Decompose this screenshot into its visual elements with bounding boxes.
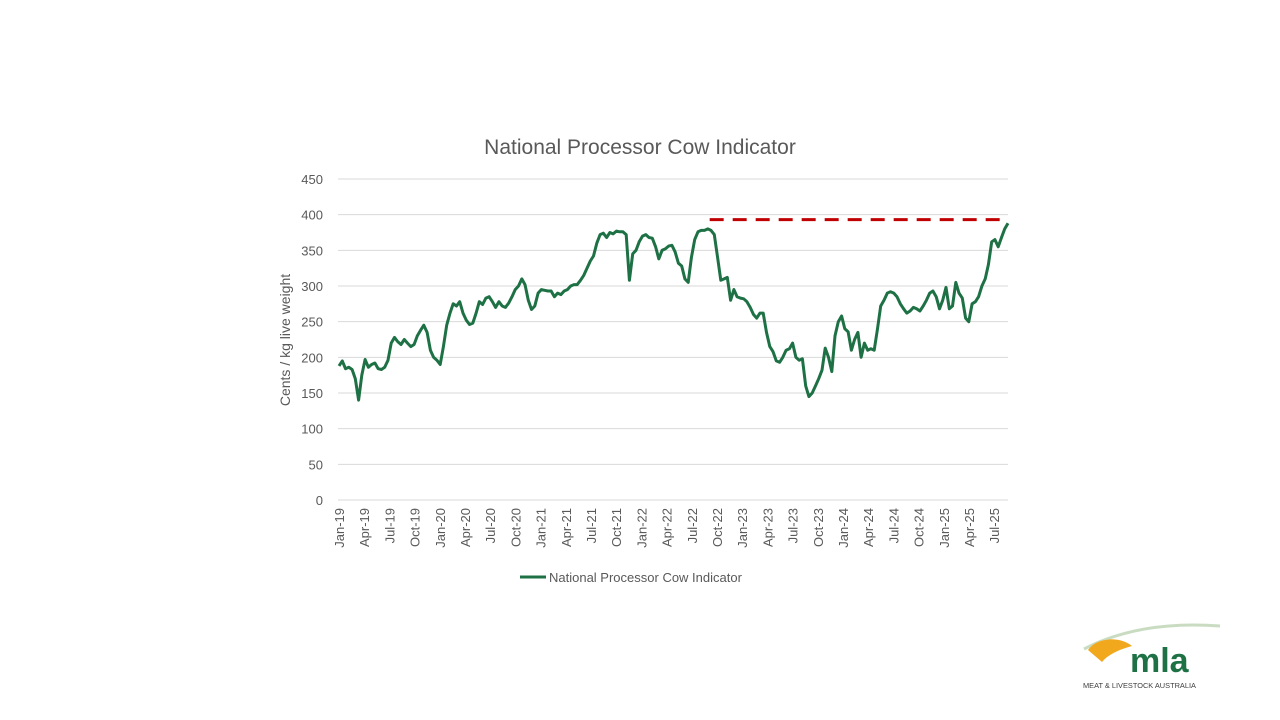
series-line-national-processor-cow-indicator	[337, 222, 1010, 402]
x-tick-label: Jul-21	[584, 508, 599, 543]
y-tick-label: 0	[316, 493, 323, 508]
x-tick-label: Apr-23	[760, 508, 775, 547]
series-points	[338, 223, 1009, 401]
x-tick-label: Jan-20	[433, 508, 448, 548]
x-tick-label: Apr-21	[559, 508, 574, 547]
x-tick-label: Oct-23	[811, 508, 826, 547]
x-tick-label: Oct-24	[912, 508, 927, 547]
logo-tagline: MEAT & LIVESTOCK AUSTRALIA	[1083, 681, 1196, 690]
x-tick-label: Apr-24	[861, 508, 876, 547]
x-tick-label: Apr-19	[357, 508, 372, 547]
x-tick-label: Jul-23	[786, 508, 801, 543]
x-tick-label: Jul-24	[886, 508, 901, 543]
y-axis-label: Cents / kg live weight	[277, 274, 293, 406]
legend: National Processor Cow Indicator	[520, 570, 743, 585]
x-tick-label: Jul-25	[987, 508, 1002, 543]
y-tick-label: 250	[301, 315, 323, 330]
x-tick-label: Oct-19	[408, 508, 423, 547]
mla-logo: mla MEAT & LIVESTOCK AUSTRALIA	[1083, 623, 1221, 690]
x-tick-label: Jan-22	[634, 508, 649, 548]
legend-label: National Processor Cow Indicator	[549, 570, 743, 585]
y-tick-label: 300	[301, 279, 323, 294]
y-tick-label: 450	[301, 172, 323, 187]
x-tick-label: Apr-25	[962, 508, 977, 547]
logo-sun-icon	[1088, 639, 1132, 662]
logo-wordmark: mla	[1130, 642, 1190, 680]
x-tick-label: Oct-22	[710, 508, 725, 547]
gridlines	[338, 178, 1008, 501]
chart-title: National Processor Cow Indicator	[484, 136, 796, 159]
x-tick-label: Jul-22	[685, 508, 700, 543]
x-tick-label: Jul-20	[483, 508, 498, 543]
y-tick-label: 400	[301, 208, 323, 223]
y-tick-label: 200	[301, 350, 323, 365]
x-tick-label: Jan-21	[534, 508, 549, 548]
y-tick-label: 100	[301, 422, 323, 437]
x-axis-ticks: Jan-19 Apr-19 Jul-19 Oct-19 Jan-20 Apr-20 Jul-…	[332, 508, 1002, 548]
y-axis-ticks: 0 50 100 150 200 250 300 350 400 450	[301, 172, 323, 508]
x-tick-label: Jul-19	[382, 508, 397, 543]
x-tick-label: Jan-19	[332, 508, 347, 548]
x-tick-label: Apr-20	[458, 508, 473, 547]
x-tick-label: Jan-25	[937, 508, 952, 548]
x-tick-label: Apr-22	[660, 508, 675, 547]
x-tick-label: Jan-24	[836, 508, 851, 548]
y-tick-label: 350	[301, 243, 323, 258]
x-tick-label: Jan-23	[735, 508, 750, 548]
x-tick-label: Oct-21	[609, 508, 624, 547]
x-tick-label: Oct-20	[508, 508, 523, 547]
y-tick-label: 150	[301, 386, 323, 401]
y-tick-label: 50	[309, 457, 323, 472]
